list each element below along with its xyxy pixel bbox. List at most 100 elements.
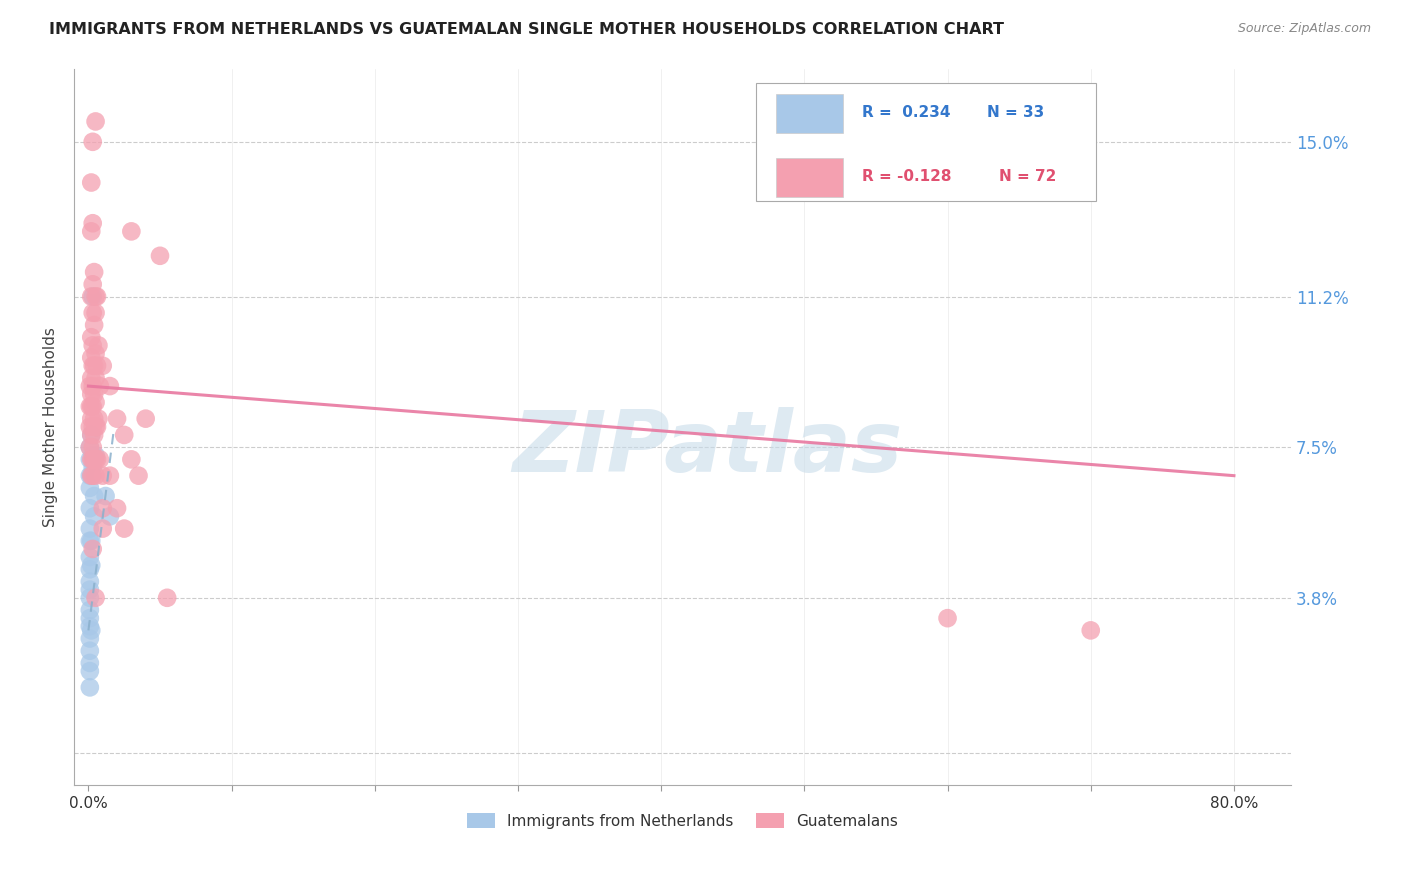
Point [82, 379, 104, 393]
Text: Source: ZipAtlas.com: Source: ZipAtlas.com [1237, 22, 1371, 36]
Point [79, 481, 101, 495]
Y-axis label: Single Mother Households: Single Mother Households [44, 326, 58, 527]
Point [82, 216, 104, 230]
Point [82, 460, 104, 475]
Point [84, 289, 107, 303]
Point [79, 603, 101, 617]
Point [105, 411, 128, 425]
Point [80, 289, 103, 303]
Point [79, 644, 101, 658]
Point [79, 632, 101, 646]
Point [112, 522, 135, 536]
Text: N = 72: N = 72 [1000, 169, 1056, 184]
Point [79, 619, 101, 633]
FancyBboxPatch shape [755, 83, 1097, 201]
Point [84, 395, 107, 409]
Point [86, 289, 108, 303]
Point [83, 318, 105, 332]
Point [79, 656, 101, 670]
Bar [776, 158, 844, 197]
Point [84, 452, 107, 467]
Point [98, 509, 121, 524]
Point [83, 452, 105, 467]
Point [80, 558, 103, 573]
Point [79, 533, 101, 548]
Point [89, 452, 111, 467]
Point [156, 591, 179, 605]
Point [86, 419, 108, 434]
Point [79, 440, 101, 454]
Point [79, 550, 101, 565]
Point [79, 562, 101, 576]
Point [83, 509, 105, 524]
Point [82, 448, 104, 462]
Point [79, 681, 101, 695]
Point [80, 176, 103, 190]
Text: R =  0.234: R = 0.234 [862, 104, 950, 120]
Point [82, 419, 104, 434]
Point [83, 428, 105, 442]
Point [80, 411, 103, 425]
Point [79, 400, 101, 414]
Point [83, 359, 105, 373]
Point [79, 419, 101, 434]
Point [82, 135, 104, 149]
Point [79, 664, 101, 678]
Point [87, 411, 110, 425]
Point [135, 411, 157, 425]
Point [80, 400, 103, 414]
Point [98, 468, 121, 483]
Point [120, 452, 142, 467]
Point [91, 468, 114, 483]
Point [80, 468, 103, 483]
Point [94, 489, 117, 503]
Point [80, 387, 103, 401]
Point [91, 501, 114, 516]
Point [82, 289, 104, 303]
Point [86, 359, 108, 373]
Point [80, 533, 103, 548]
Bar [776, 94, 844, 134]
Point [83, 265, 105, 279]
Text: R = -0.128: R = -0.128 [862, 169, 950, 184]
Point [82, 452, 104, 467]
Point [82, 277, 104, 292]
Point [84, 448, 107, 462]
Text: IMMIGRANTS FROM NETHERLANDS VS GUATEMALAN SINGLE MOTHER HOUSEHOLDS CORRELATION C: IMMIGRANTS FROM NETHERLANDS VS GUATEMALA… [49, 22, 1004, 37]
Point [82, 306, 104, 320]
Point [86, 452, 108, 467]
Point [79, 611, 101, 625]
Point [82, 400, 104, 414]
Point [83, 411, 105, 425]
Point [84, 346, 107, 360]
Point [79, 591, 101, 605]
Point [83, 387, 105, 401]
Point [84, 371, 107, 385]
Point [89, 379, 111, 393]
Point [84, 306, 107, 320]
Point [120, 224, 142, 238]
Point [83, 489, 105, 503]
Point [82, 541, 104, 556]
Point [84, 468, 107, 483]
Point [128, 468, 150, 483]
Point [80, 468, 103, 483]
Point [84, 591, 107, 605]
Point [79, 379, 101, 393]
Text: ZIPatlas: ZIPatlas [512, 407, 903, 490]
Point [82, 359, 104, 373]
Point [79, 452, 101, 467]
Point [79, 440, 101, 454]
Point [82, 440, 104, 454]
Point [84, 419, 107, 434]
Point [105, 501, 128, 516]
Point [82, 468, 104, 483]
Point [79, 582, 101, 597]
Point [91, 359, 114, 373]
Point [79, 522, 101, 536]
Legend: Immigrants from Netherlands, Guatemalans: Immigrants from Netherlands, Guatemalans [461, 806, 904, 835]
Point [1080, 624, 1102, 638]
Point [80, 330, 103, 344]
Point [80, 224, 103, 238]
Point [112, 428, 135, 442]
